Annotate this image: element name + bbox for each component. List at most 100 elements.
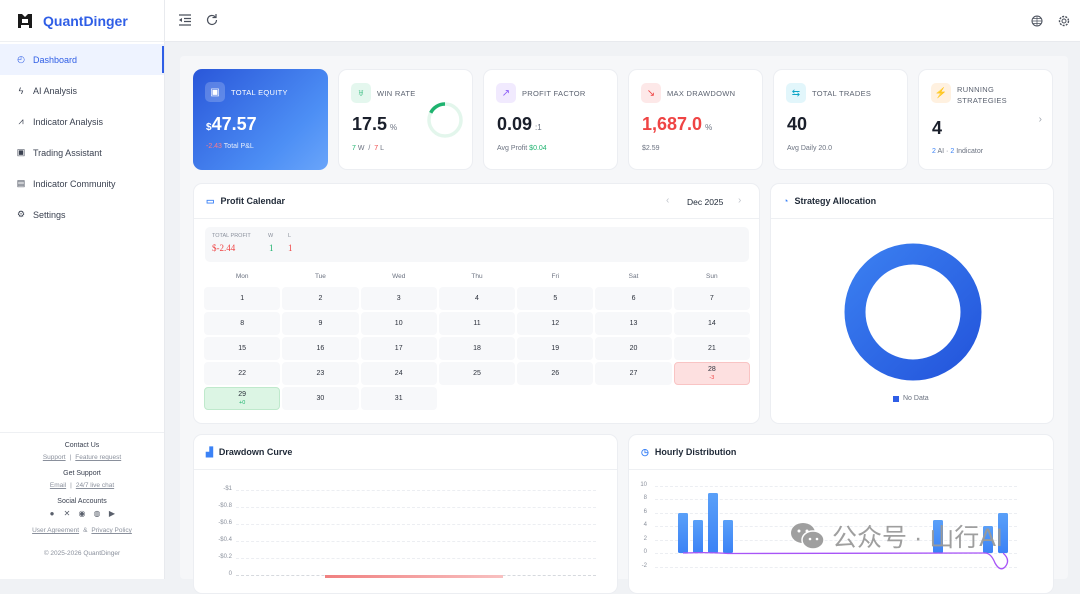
- calendar-day[interactable]: 31: [360, 387, 437, 410]
- calendar-day[interactable]: 9: [282, 312, 359, 335]
- max-drawdown-value: 1,687.0: [642, 114, 703, 134]
- total-trades-card: ⇆ TOTAL TRADES 40 Avg Daily 20.0: [773, 69, 908, 170]
- day-number: 1: [240, 294, 245, 302]
- next-month-button[interactable]: ›: [738, 195, 742, 206]
- wechat-icon: [791, 523, 825, 550]
- calendar-day[interactable]: 23: [282, 362, 359, 385]
- calendar-day[interactable]: 12: [517, 312, 594, 335]
- calendar-day[interactable]: 20: [595, 337, 672, 360]
- avg-profit-label: Avg Profit: [497, 145, 528, 152]
- day-number: 21: [707, 344, 716, 352]
- calendar-day[interactable]: 7: [673, 287, 750, 310]
- chevron-right-icon[interactable]: ›: [1038, 114, 1042, 125]
- sidebar-item-trading-assistant[interactable]: ▣ Trading Assistant: [0, 137, 164, 168]
- calendar-day[interactable]: 21: [673, 337, 750, 360]
- weekday-label: Thu: [471, 273, 483, 280]
- y-tick: 10: [640, 482, 647, 488]
- day-number: 7: [709, 294, 714, 302]
- calendar-day[interactable]: 13: [595, 312, 672, 335]
- menu-fold-icon[interactable]: [178, 13, 192, 27]
- logo[interactable]: QuantDinger: [0, 0, 164, 42]
- sidebar-item-label: Indicator Community: [33, 178, 116, 189]
- day-number: 28: [707, 365, 716, 373]
- discord-icon[interactable]: ◉: [78, 509, 86, 518]
- calendar-day[interactable]: 3: [360, 287, 437, 310]
- day-number: 22: [238, 369, 247, 377]
- stat-label: MAX DRAWDOWN: [667, 89, 736, 98]
- day-number: 5: [553, 294, 558, 302]
- avg-daily: Avg Daily 20.0: [787, 145, 833, 152]
- calendar-day[interactable]: 26: [517, 362, 594, 385]
- calendar-day[interactable]: 25: [438, 362, 516, 385]
- contact-title: Contact Us: [64, 442, 100, 449]
- y-tick: 2: [643, 536, 647, 542]
- sidebar-item-settings[interactable]: ⚙ Settings: [0, 199, 164, 230]
- calendar-icon: ▭: [206, 195, 215, 206]
- sidebar-item-dashboard[interactable]: ◴ Dashboard: [0, 44, 164, 75]
- y-tick: -$0.8: [218, 503, 232, 509]
- calendar-day[interactable]: 5: [517, 287, 594, 310]
- calendar-day[interactable]: 22: [204, 362, 281, 385]
- prev-month-button[interactable]: ‹: [666, 195, 670, 206]
- sidebar-item-label: Indicator Analysis: [33, 116, 104, 127]
- support-link[interactable]: Support: [42, 454, 66, 461]
- feature-request-link[interactable]: Feature request: [75, 454, 122, 461]
- main-content: ▣ TOTAL EQUITY $47.57 -2.43 Total P&L ♅ …: [180, 56, 1068, 594]
- stat-label: STRATEGIES: [957, 96, 1007, 105]
- sidebar-item-indicator-community[interactable]: ▤ Indicator Community: [0, 168, 164, 199]
- day-number: 20: [629, 344, 638, 352]
- calendar-day[interactable]: 17: [360, 337, 437, 360]
- support-title: Get Support: [63, 470, 101, 477]
- total-profit-value: $-2.44: [212, 243, 236, 253]
- telegram-icon[interactable]: ◍: [93, 509, 101, 518]
- hourly-distribution-panel: ◷ Hourly Distribution 10 8 6 4 2 0 -2: [628, 434, 1054, 594]
- calendar-day[interactable]: 8: [204, 312, 281, 335]
- email-link[interactable]: Email: [49, 482, 67, 489]
- calendar-day-loss[interactable]: 28 -3: [673, 362, 750, 385]
- calendar-day[interactable]: 1: [204, 287, 281, 310]
- weekday-label: Sat: [628, 273, 639, 280]
- privacy-policy-link[interactable]: Privacy Policy: [91, 527, 132, 534]
- refresh-icon[interactable]: [205, 13, 219, 27]
- calendar-day[interactable]: 19: [517, 337, 594, 360]
- social-title: Social Accounts: [57, 498, 107, 505]
- user-agreement-link[interactable]: User Agreement: [32, 527, 80, 534]
- sidebar-item-label: AI Analysis: [33, 85, 78, 96]
- stat-label: TOTAL EQUITY: [231, 88, 288, 97]
- max-drawdown-card: ↘ MAX DRAWDOWN 1,687.0% $2.59: [628, 69, 763, 170]
- calendar-day[interactable]: 16: [282, 337, 359, 360]
- youtube-icon[interactable]: ▶: [108, 509, 116, 518]
- calendar-day[interactable]: 2: [282, 287, 359, 310]
- l-label: L: [380, 145, 384, 152]
- running-strategies-card[interactable]: ⚡ RUNNING STRATEGIES 4 2 AI · 2 Indicator…: [918, 69, 1053, 170]
- y-tick: -$0.4: [218, 537, 232, 543]
- calendar-day[interactable]: 10: [360, 312, 437, 335]
- calendar-day[interactable]: 11: [438, 312, 516, 335]
- strategy-allocation-panel: ◔ Strategy Allocation No Data: [770, 183, 1054, 424]
- calendar-day[interactable]: 24: [360, 362, 437, 385]
- globe-icon[interactable]: [1031, 15, 1043, 27]
- calendar-day[interactable]: 4: [438, 287, 516, 310]
- panel-title: Profit Calendar: [220, 196, 286, 206]
- live-chat-link[interactable]: 24/7 live chat: [75, 482, 115, 489]
- allocation-legend: No Data: [893, 395, 929, 402]
- sidebar-item-indicator-analysis[interactable]: ⩘ Indicator Analysis: [0, 106, 164, 137]
- day-number: 4: [475, 294, 479, 302]
- gear-icon[interactable]: [1058, 15, 1070, 27]
- calendar-day[interactable]: 15: [204, 337, 281, 360]
- calendar-day[interactable]: 27: [595, 362, 672, 385]
- day-number: 25: [473, 369, 481, 377]
- github-icon[interactable]: ●: [49, 509, 55, 518]
- quantdinger-logo-icon: [18, 13, 32, 28]
- weekday-label: Sun: [706, 273, 718, 280]
- sidebar-item-ai-analysis[interactable]: ϟ AI Analysis: [0, 75, 164, 106]
- calendar-day[interactable]: 14: [673, 312, 750, 335]
- calendar-day[interactable]: 18: [438, 337, 516, 360]
- calendar-day[interactable]: 6: [595, 287, 672, 310]
- separator: |: [69, 454, 72, 461]
- calendar-day-win[interactable]: 29 +0: [204, 387, 281, 410]
- weekday-label: Tue: [314, 273, 326, 280]
- x-icon[interactable]: ✕: [63, 509, 71, 518]
- calendar-day[interactable]: 30: [282, 387, 359, 410]
- area-chart-icon: ▟: [206, 446, 213, 457]
